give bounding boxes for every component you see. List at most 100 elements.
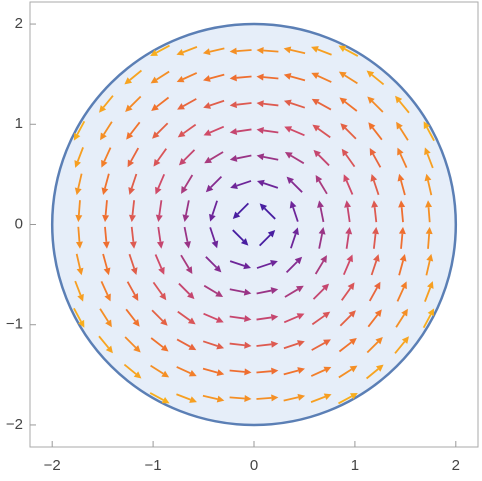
vector-arrow <box>176 393 197 403</box>
vector-arrow <box>202 47 225 56</box>
arrow-shaft <box>314 260 325 275</box>
arrow-head <box>128 187 135 195</box>
vector-arrow <box>202 394 225 403</box>
arrow-head <box>209 213 216 222</box>
vector-arrow <box>229 315 252 323</box>
arrow-shaft <box>77 226 81 242</box>
arrow-shaft <box>76 147 84 162</box>
arrow-shaft <box>290 102 306 109</box>
arrow-shaft <box>400 180 406 196</box>
arrow-shaft <box>236 49 252 53</box>
arrow-head <box>256 179 265 187</box>
arrow-shaft <box>229 369 245 373</box>
vector-arrow <box>284 151 305 165</box>
arrow-shaft <box>256 343 272 347</box>
vector-arrow <box>372 226 380 249</box>
arrow-head <box>100 132 107 141</box>
arrow-shaft <box>395 314 405 328</box>
vector-arrow <box>203 73 225 82</box>
arrow-shaft <box>129 121 141 135</box>
vector-arrow <box>370 173 380 196</box>
vector-arrow <box>341 148 356 168</box>
y-tick-label: 2 <box>15 15 23 32</box>
arrow-head <box>284 151 293 159</box>
arrow-shaft <box>263 182 279 189</box>
arrow-shaft <box>183 149 196 162</box>
arrow-head <box>256 73 264 81</box>
arrow-shaft <box>311 314 326 326</box>
vector-arrow <box>284 126 305 137</box>
arrow-shaft <box>124 336 137 349</box>
arrow-shaft <box>371 100 384 113</box>
arrow-head <box>230 182 238 189</box>
arrow-shaft <box>263 102 279 107</box>
arrow-head <box>155 214 163 223</box>
arrow-shaft <box>155 44 170 54</box>
arrow-shaft <box>317 101 332 111</box>
arrow-head <box>187 317 196 325</box>
vector-arrow <box>176 366 197 377</box>
vector-arrow <box>290 227 299 249</box>
arrow-head <box>244 368 252 376</box>
arrow-shaft <box>312 287 325 300</box>
arrow-head <box>318 227 326 235</box>
arrow-shaft <box>345 153 356 168</box>
arrow-head <box>181 186 188 194</box>
vector-arrow <box>283 99 306 109</box>
arrow-head <box>321 283 330 291</box>
arrow-head <box>347 282 355 291</box>
vector-arrow <box>256 179 279 189</box>
arrow-shaft <box>77 200 81 216</box>
vector-arrow <box>178 149 196 166</box>
vector-arrow <box>229 101 252 109</box>
arrow-shaft <box>209 73 225 80</box>
vector-arrow <box>183 226 191 249</box>
vector-arrow <box>205 256 222 273</box>
arrow-shaft <box>399 153 408 169</box>
arrow-head <box>427 281 434 289</box>
vector-arrow <box>229 128 252 136</box>
arrow-head <box>229 128 238 136</box>
arrow-shaft <box>400 233 404 249</box>
vector-arrow <box>150 44 170 57</box>
arrow-head <box>104 293 111 302</box>
vector-arrow <box>152 122 169 139</box>
arrow-shaft <box>129 69 143 81</box>
arrow-head <box>311 98 320 106</box>
arrow-shaft <box>365 368 379 380</box>
arrow-head <box>398 200 406 208</box>
vector-arrow <box>394 336 409 354</box>
arrow-shaft <box>344 127 357 140</box>
vector-arrow <box>345 226 353 249</box>
arrow-shaft <box>344 74 358 85</box>
arrow-shaft <box>371 127 383 141</box>
arrow-head <box>259 203 268 211</box>
arrow-head <box>133 371 142 379</box>
arrow-shaft <box>318 180 328 195</box>
vector-arrow <box>311 72 332 83</box>
arrow-head <box>124 77 133 85</box>
arrow-head <box>283 99 292 107</box>
vector-arrow <box>75 200 83 223</box>
arrow-head <box>158 266 165 275</box>
arrow-head <box>215 290 224 298</box>
x-tick-label: 1 <box>351 457 359 474</box>
arrow-shaft <box>310 395 326 403</box>
vector-arrow <box>259 230 276 247</box>
vector-arrow <box>318 227 326 249</box>
arrow-shaft <box>290 233 297 249</box>
arrow-head <box>203 129 212 136</box>
vector-arrow <box>371 200 379 223</box>
arrow-shaft <box>156 122 169 135</box>
vector-arrow <box>181 174 194 194</box>
arrow-head <box>256 100 264 108</box>
vector-arrow <box>395 308 408 328</box>
vector-arrow <box>203 99 225 109</box>
arrow-shaft <box>373 207 378 223</box>
arrow-shaft <box>203 312 218 321</box>
arrow-head <box>182 214 190 222</box>
vector-arrow <box>283 46 306 55</box>
arrow-shaft <box>345 233 350 249</box>
vector-arrow <box>229 395 252 402</box>
arrow-head <box>76 267 84 276</box>
